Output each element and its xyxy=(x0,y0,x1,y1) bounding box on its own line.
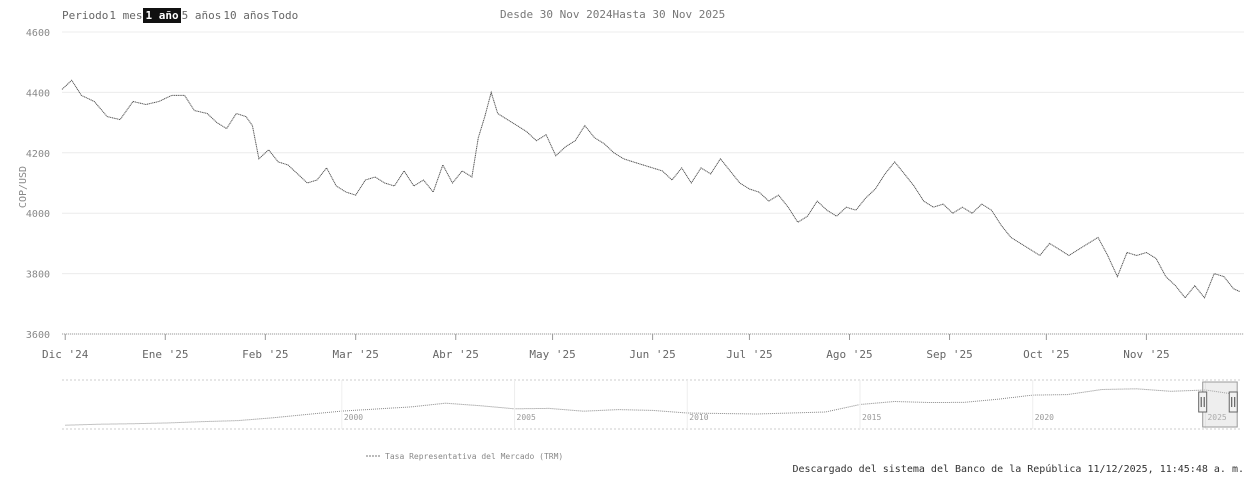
navigator-tick-label: 2000 xyxy=(344,413,363,422)
x-tick-label: Oct '25 xyxy=(1023,348,1069,361)
x-tick-label: Jun '25 xyxy=(629,348,675,361)
range-selector: Periodo 1 mes 1 año 5 años 10 años Todo xyxy=(62,8,299,23)
navigator-tick-label: 2020 xyxy=(1035,413,1054,422)
x-tick-label: Ago '25 xyxy=(826,348,872,361)
x-tick-label: Ene '25 xyxy=(142,348,188,361)
range-button-1-year[interactable]: 1 año xyxy=(143,8,181,23)
y-tick-label: 3600 xyxy=(26,330,50,341)
y-tick-label: 4400 xyxy=(26,88,50,99)
series-line xyxy=(61,79,1241,299)
legend[interactable]: Tasa Representativa del Mercado (TRM) xyxy=(366,452,563,461)
y-tick-label: 3800 xyxy=(26,270,50,281)
to-label: Hasta xyxy=(612,8,646,21)
navigator-tick-label: 2015 xyxy=(862,413,881,422)
date-range-inputs: Desde 30 Nov 2024 Hasta 30 Nov 2025 xyxy=(500,8,725,21)
navigator[interactable]: 2000 2005 2010 2015 2020 2025 xyxy=(62,379,1240,430)
handle-box xyxy=(1228,391,1238,413)
main-chart[interactable]: COP/USD 3600 3800 4000 4200 4400 4600 Dic '24… xyxy=(18,28,1244,361)
handle-box xyxy=(1198,391,1208,413)
navigator-tick-label: 2025 xyxy=(1207,413,1226,422)
navigator-x-ticks: 2000 2005 2010 2015 2020 2025 xyxy=(341,380,1227,429)
x-tick-label: Feb '25 xyxy=(242,348,288,361)
range-button-5-years[interactable]: 5 años xyxy=(181,9,222,22)
range-selector-label: Periodo xyxy=(62,9,109,22)
y-axis-ticks: 3600 3800 4000 4200 4400 4600 xyxy=(26,28,1244,341)
download-credit: Descargado del sistema del Banco de la R… xyxy=(792,464,1244,475)
legend-label: Tasa Representativa del Mercado (TRM) xyxy=(385,452,563,461)
x-tick-label: Mar '25 xyxy=(333,348,379,361)
range-button-1-month[interactable]: 1 mes xyxy=(109,9,143,22)
range-button-10-years[interactable]: 10 años xyxy=(223,9,270,22)
x-tick-label: Jul '25 xyxy=(726,348,772,361)
navigator-tick-label: 2005 xyxy=(517,413,536,422)
x-tick-label: Nov '25 xyxy=(1123,348,1169,361)
y-tick-label: 4200 xyxy=(26,149,50,160)
x-tick-label: May '25 xyxy=(529,348,575,361)
to-date-input[interactable]: 30 Nov 2025 xyxy=(652,8,726,21)
from-date-input[interactable]: 30 Nov 2024 xyxy=(539,8,613,21)
y-tick-label: 4600 xyxy=(26,28,50,39)
x-tick-label: Sep '25 xyxy=(926,348,972,361)
y-tick-label: 4000 xyxy=(26,209,50,220)
y-axis-title: COP/USD xyxy=(18,166,29,208)
navigator-handle-left[interactable] xyxy=(1198,391,1208,413)
from-label: Desde xyxy=(500,8,534,21)
x-tick-label: Abr '25 xyxy=(433,348,479,361)
range-button-all[interactable]: Todo xyxy=(271,9,299,22)
navigator-tick-label: 2010 xyxy=(689,413,708,422)
navigator-series-line xyxy=(65,388,1237,426)
x-tick-label: Dic '24 xyxy=(42,348,89,361)
navigator-handle-right[interactable] xyxy=(1228,391,1238,413)
x-axis-ticks: Dic '24 Ene '25 Feb '25 Mar '25 Abr '25 May '… xyxy=(42,334,1170,361)
